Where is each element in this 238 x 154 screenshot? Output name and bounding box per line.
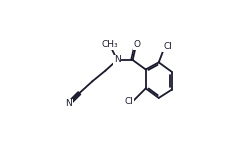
Text: CH₃: CH₃ [102, 40, 119, 49]
Text: Cl: Cl [125, 97, 134, 106]
Text: N: N [114, 55, 121, 65]
Text: O: O [134, 40, 141, 49]
Text: N: N [65, 99, 72, 108]
Text: Cl: Cl [163, 43, 172, 51]
